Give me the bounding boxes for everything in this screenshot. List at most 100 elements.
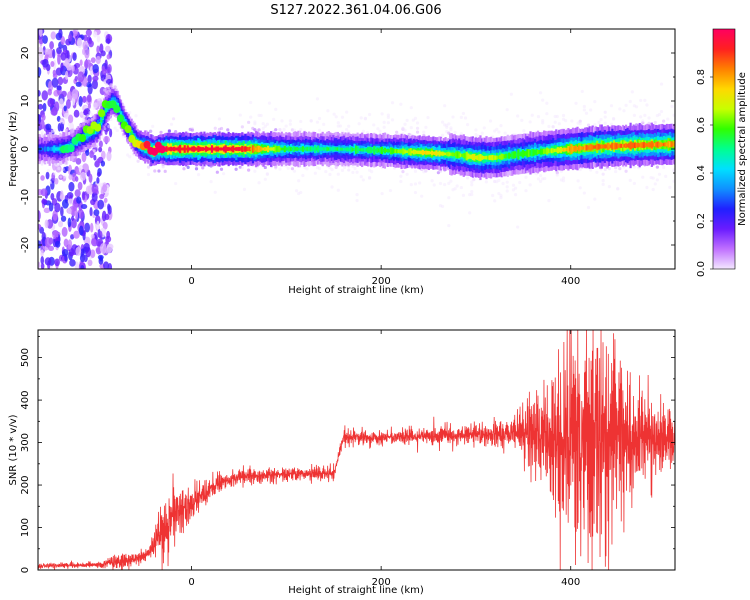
spectrogram-band-cell — [442, 152, 446, 156]
spectrogram-haze-cell — [647, 116, 651, 120]
spectrogram-band-cell — [192, 146, 195, 152]
spectrogram-haze-cell — [415, 126, 420, 130]
spectrogram-haze-cell — [424, 125, 428, 129]
spectrogram-haze-cell — [163, 169, 167, 173]
spectrogram-noise-cell — [91, 192, 98, 203]
spectrogram-band-cell — [585, 144, 588, 151]
spectrogram-haze-cell — [432, 183, 436, 187]
spectrogram-band-cell — [362, 148, 365, 152]
spectrogram-band-cell — [216, 146, 220, 152]
spectrogram-band-cell — [367, 147, 370, 153]
spectrogram-noise-cell — [99, 193, 105, 200]
spectrogram-band-cell — [594, 145, 597, 149]
spectrogram-blob — [116, 114, 124, 123]
spectrogram-band-cell — [624, 143, 628, 149]
spectrogram-noise-cell — [90, 249, 96, 259]
spectrogram-noise-cell — [99, 230, 103, 239]
spectrogram-band-cell — [405, 150, 408, 153]
spectrogram-haze-cell — [578, 167, 582, 172]
spectrogram-noise-cell — [77, 71, 85, 83]
spectrogram-noise-cell — [51, 77, 59, 88]
spectrogram-haze-cell — [274, 107, 278, 111]
spectrogram-haze-cell — [351, 170, 355, 175]
spectrogram-haze-cell — [67, 122, 71, 126]
spectrogram-haze-cell — [282, 127, 286, 131]
spectrogram-haze-cell — [380, 112, 384, 116]
spectrogram-noise-cell — [96, 176, 100, 184]
spectrogram-band-cell — [382, 148, 385, 153]
spectrogram-band-cell — [397, 149, 400, 154]
spectrogram-haze-cell — [272, 117, 276, 121]
spectrogram-noise-cell — [38, 103, 44, 110]
spectrogram-haze-cell — [157, 169, 161, 173]
spectrogram-haze-cell — [455, 184, 459, 188]
spectrogram-haze-cell — [553, 120, 557, 124]
spectrogram-haze-cell — [109, 83, 113, 87]
snr-ytick-label: 400 — [20, 391, 31, 410]
spectrogram-band-cell — [600, 144, 603, 149]
spectrogram-haze-cell — [151, 124, 155, 128]
spectrogram-band-cell — [467, 153, 470, 160]
spectrogram-band-cell — [374, 148, 377, 152]
spectrogram-band-cell — [483, 156, 487, 160]
spectrogram-noise-cell — [91, 184, 99, 194]
spectrogram-band-cell — [456, 151, 459, 159]
spectrogram-noise-cell — [67, 198, 74, 205]
spectrogram-haze-cell — [497, 178, 501, 183]
spectrogram-band-cell — [520, 151, 523, 157]
spectrogram-band-cell — [280, 147, 283, 151]
spectrogram-haze-cell — [405, 118, 409, 122]
spectrogram-haze-cell — [453, 187, 457, 191]
spectrogram-haze-cell — [586, 123, 591, 127]
spectrogram-haze-cell — [541, 98, 545, 102]
spectrogram-haze-cell — [545, 112, 549, 116]
spectrogram-haze-cell — [134, 114, 138, 118]
spectrogram-noise-cell — [103, 261, 110, 269]
spectrogram-band-cell — [640, 142, 643, 148]
spectrogram-band-cell — [441, 151, 444, 156]
spectrogram-haze-cell — [284, 124, 288, 128]
spectrogram-haze-cell — [226, 128, 230, 132]
spectrogram-band-cell — [529, 150, 532, 156]
spectrogram-haze-cell — [403, 122, 407, 126]
spectrogram-noise-cell — [75, 246, 82, 256]
spectrogram-band-cell — [172, 146, 176, 152]
spectrogram-band-cell — [433, 151, 437, 155]
spectrogram-band-cell — [210, 145, 214, 153]
spectrogram-haze-cell — [578, 122, 582, 126]
spectrogram-noise-cell — [58, 29, 63, 39]
colorbar-tick-label: 0.4 — [696, 165, 707, 181]
spectrogram-band-cell — [304, 147, 308, 151]
spectrogram-noise-cell — [42, 35, 48, 44]
spectrogram-band-cell — [662, 142, 666, 147]
spectrogram-noise-cell — [72, 52, 77, 61]
spectrogram-haze-cell — [372, 123, 376, 127]
spectrogram-haze-cell — [249, 115, 253, 119]
spectrogram-noise-cell — [97, 199, 105, 210]
spectrogram-noise-cell — [40, 188, 48, 197]
spectrogram-haze-cell — [672, 113, 675, 117]
spectrogram-band-cell — [358, 148, 361, 151]
spectrogram-haze-cell — [476, 134, 480, 138]
spectrogram-haze-cell — [324, 169, 328, 174]
spectrogram-band-cell — [573, 146, 576, 152]
spectrogram-band-cell — [395, 149, 399, 154]
spectrogram-band-cell — [370, 147, 373, 153]
spectrogram-band-cell — [104, 107, 107, 113]
spectrogram-band-cell — [668, 141, 672, 148]
spectrogram-haze-cell — [555, 114, 559, 119]
spectrogram-haze-cell — [672, 179, 675, 183]
spectrogram-haze-cell — [98, 103, 103, 107]
spectrogram-band-cell — [256, 145, 259, 153]
spectrogram-haze-cell — [209, 179, 213, 184]
spectrogram-noise-cell — [84, 222, 91, 233]
spectrogram-band-cell — [540, 148, 543, 155]
spectrogram-band-cell — [342, 147, 346, 151]
snr-ytick-label: 100 — [20, 518, 31, 537]
spectrogram-haze-cell — [632, 113, 637, 117]
spectrogram-haze-cell — [213, 190, 217, 194]
spectrogram-noise-cell — [71, 65, 75, 72]
spectrogram-haze-cell — [561, 176, 566, 180]
spectrogram-noise-cell — [50, 108, 58, 116]
spectrogram-band-cell — [238, 146, 241, 152]
